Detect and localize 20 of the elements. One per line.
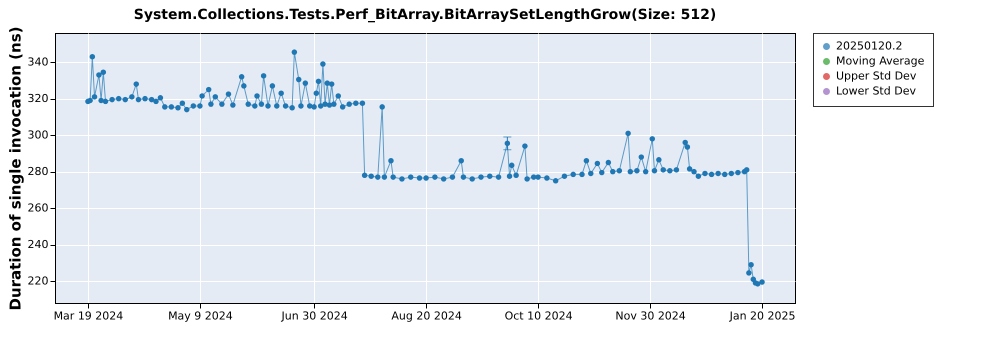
y-tick-label: 300 (28, 128, 48, 142)
y-tick-label: 280 (28, 165, 48, 178)
legend-label: 20250120.2 (836, 40, 902, 52)
x-tick-label: Aug 20 2024 (391, 310, 462, 322)
y-tick-label: 240 (28, 238, 48, 252)
x-tick-label: Oct 10 2024 (504, 310, 573, 322)
chart-title: System.Collections.Tests.Perf_BitArray.BitArraySetLengthGrow(Size: 512) (134, 7, 716, 23)
x-tick-label: May 9 2024 (168, 310, 233, 322)
y-tick-label: 340 (28, 56, 48, 69)
legend-label: Lower Std Dev (836, 84, 916, 98)
y-axis-title: Duration of single invocation (ns) (6, 26, 25, 310)
x-tick-label: Nov 30 2024 (615, 310, 686, 322)
y-tick-label: 260 (28, 202, 48, 215)
legend-label: Upper Std Dev (836, 70, 917, 82)
y-tick-label: 220 (28, 274, 48, 288)
x-tick-label: Mar 19 2024 (54, 310, 124, 322)
x-tick-label: Jun 30 2024 (280, 310, 348, 322)
legend-label: Moving Average (836, 54, 925, 68)
x-tick-label: Jan 20 2025 (728, 310, 796, 322)
y-tick-label: 320 (28, 92, 48, 106)
